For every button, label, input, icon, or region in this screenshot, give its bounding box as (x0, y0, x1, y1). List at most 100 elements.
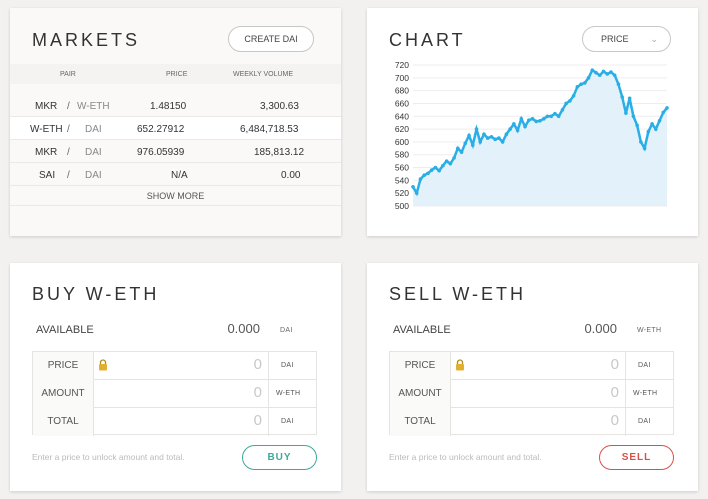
price-point (444, 159, 449, 163)
sell-button[interactable]: SELL (599, 445, 674, 470)
sell-price-input[interactable]: 0 (451, 352, 626, 380)
y-tick-label: 700 (395, 73, 409, 83)
price-point (594, 70, 598, 75)
price-point (470, 143, 475, 147)
price-point (474, 127, 479, 131)
price-point (508, 127, 512, 131)
pair-base: MKR (35, 147, 58, 158)
sell-title: SELL W-ETH (389, 284, 527, 304)
price-point (646, 129, 651, 134)
price-point (482, 132, 486, 137)
markets-table-header: PAIR PRICE WEEKLY VOLUME (10, 64, 341, 84)
sell-total-input[interactable]: 0 (451, 408, 626, 436)
lock-icon (456, 359, 464, 371)
price-point (489, 134, 494, 139)
buy-total-input[interactable]: 0 (94, 408, 269, 436)
sell-amount-unit: W-ETH (633, 390, 658, 397)
y-tick-label: 500 (395, 201, 409, 211)
market-row[interactable]: W-ETH / DAI 652.27912 6,484,718.53 (10, 117, 341, 140)
price-point (414, 191, 419, 195)
lock-icon (99, 359, 107, 371)
buy-panel: BUY W-ETH AVAILABLE 0.000 DAI PRICE 0 DA… (10, 263, 341, 491)
sell-price-unit: DAI (638, 362, 651, 369)
price-point (500, 140, 505, 144)
market-price: 976.05939 (137, 147, 185, 158)
sell-amount-input[interactable]: 0 (451, 380, 626, 408)
price-point (601, 69, 606, 74)
price-point (437, 168, 441, 173)
buy-hint: Enter a price to unlock amount and total… (32, 452, 185, 462)
buy-price-value: 0 (253, 356, 262, 373)
price-point (650, 122, 654, 126)
chart-metric-select[interactable]: PRICE ⌄ (582, 26, 671, 52)
price-point (586, 76, 591, 80)
pair-separator: / (67, 101, 70, 112)
buy-available-label: AVAILABLE (36, 324, 94, 336)
col-weekly-volume: WEEKLY VOLUME (233, 71, 294, 78)
sell-total-value: 0 (610, 412, 619, 429)
price-point (497, 136, 501, 140)
buy-price-input[interactable]: 0 (94, 352, 269, 380)
price-point (515, 128, 520, 133)
market-row[interactable]: SAI / DAI N/A 0.00 (10, 163, 341, 186)
sell-available-value: 0.000 (584, 321, 617, 336)
buy-price-label: PRICE (33, 352, 94, 380)
market-row[interactable]: MKR / W-ETH 1.48150 3,300.63 (10, 94, 341, 117)
buy-price-row: PRICE 0 DAI (33, 352, 316, 380)
chart-title: CHART (389, 30, 466, 50)
market-volume: 3,300.63 (260, 101, 299, 112)
price-point (448, 161, 453, 166)
sell-total-label: TOTAL (390, 408, 451, 436)
sell-price-value: 0 (610, 356, 619, 373)
price-point (635, 123, 639, 128)
sell-price-row: PRICE 0 DAI (390, 352, 673, 380)
price-point (523, 124, 527, 129)
price-point (478, 140, 483, 144)
buy-form: PRICE 0 DAI AMOUNT 0 W-ETH TOTAL 0 DAI (32, 351, 317, 436)
pair-base: SAI (39, 170, 56, 181)
price-point (609, 70, 613, 74)
price-point (564, 101, 568, 106)
price-point (452, 156, 456, 160)
market-row[interactable]: MKR / DAI 976.05939 185,813.12 (10, 140, 341, 163)
buy-amount-input[interactable]: 0 (94, 380, 269, 408)
price-point (560, 108, 565, 112)
price-point (605, 72, 610, 76)
price-point (639, 140, 643, 144)
col-price: PRICE (166, 71, 188, 78)
price-point (512, 122, 516, 126)
price-point (597, 73, 602, 78)
price-point (627, 96, 632, 101)
price-point (538, 118, 542, 123)
price-point (541, 117, 546, 121)
pair-separator: / (67, 147, 70, 158)
buy-available-value: 0.000 (227, 321, 260, 336)
price-point (411, 184, 415, 189)
price-point (583, 81, 587, 85)
y-tick-label: 560 (395, 163, 409, 173)
markets-panel: MARKETS CREATE DAI PAIR PRICE WEEKLY VOL… (10, 8, 341, 236)
price-point (653, 127, 658, 131)
price-point (530, 117, 535, 121)
price-point (463, 141, 468, 145)
price-point (459, 150, 464, 154)
price-point (526, 118, 531, 122)
buy-amount-unit: W-ETH (276, 390, 301, 397)
price-point (579, 82, 583, 87)
price-point (612, 73, 617, 78)
buy-button[interactable]: BUY (242, 445, 317, 470)
y-tick-label: 640 (395, 111, 409, 121)
price-point (441, 163, 445, 168)
buy-available-unit: DAI (280, 327, 293, 334)
sell-hint: Enter a price to unlock amount and total… (389, 452, 542, 462)
market-price: 1.48150 (150, 101, 187, 112)
buy-amount-label: AMOUNT (33, 380, 94, 408)
create-dai-button[interactable]: CREATE DAI (228, 26, 314, 52)
show-more-button[interactable]: SHOW MORE (10, 184, 341, 206)
market-price: 652.27912 (137, 124, 185, 135)
sell-available-unit: W-ETH (637, 327, 662, 334)
market-volume: 0.00 (281, 170, 301, 181)
pair-quote: DAI (85, 170, 102, 181)
price-point (493, 137, 497, 142)
y-tick-label: 620 (395, 124, 409, 134)
